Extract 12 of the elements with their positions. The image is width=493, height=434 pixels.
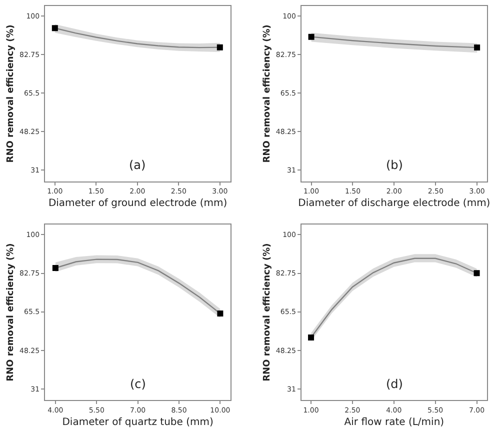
- x-axis-title: Diameter of quartz tube (mm): [62, 416, 214, 428]
- annotation: (a): [129, 158, 146, 172]
- x-axis-title: Diameter of discharge electrode (mm): [298, 198, 490, 210]
- x-axis-title: Diameter of ground electrode (mm): [48, 198, 228, 210]
- y-axis-title: RNO removal efficiency (%): [262, 243, 272, 382]
- y-axis-title: RNO removal efficiency (%): [6, 24, 16, 163]
- annotation: (b): [386, 158, 403, 172]
- annotation: (c): [130, 377, 146, 391]
- x-axis-title: Air flow rate (L/min): [344, 416, 444, 428]
- annotation: (d): [386, 377, 403, 391]
- y-axis-title: RNO removal efficiency (%): [262, 24, 272, 163]
- y-axis-title: RNO removal efficiency (%): [6, 243, 16, 382]
